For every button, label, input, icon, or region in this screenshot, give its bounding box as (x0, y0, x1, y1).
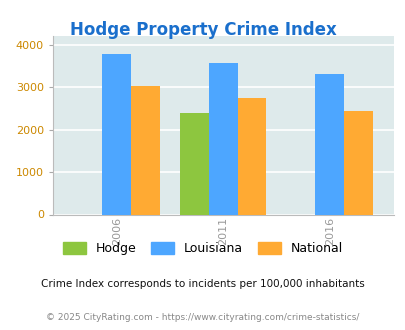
Bar (180, 113, 209, 214)
Bar (102, 54, 131, 214)
Bar (315, 74, 343, 214)
Text: Hodge Property Crime Index: Hodge Property Crime Index (69, 21, 336, 40)
Legend: Hodge, Louisiana, National: Hodge, Louisiana, National (58, 237, 347, 260)
Text: Crime Index corresponds to incidents per 100,000 inhabitants: Crime Index corresponds to incidents per… (41, 279, 364, 289)
Bar (237, 98, 266, 214)
Bar (343, 111, 372, 214)
Bar (209, 63, 237, 214)
Bar (131, 85, 160, 214)
Text: © 2025 CityRating.com - https://www.cityrating.com/crime-statistics/: © 2025 CityRating.com - https://www.city… (46, 313, 359, 322)
